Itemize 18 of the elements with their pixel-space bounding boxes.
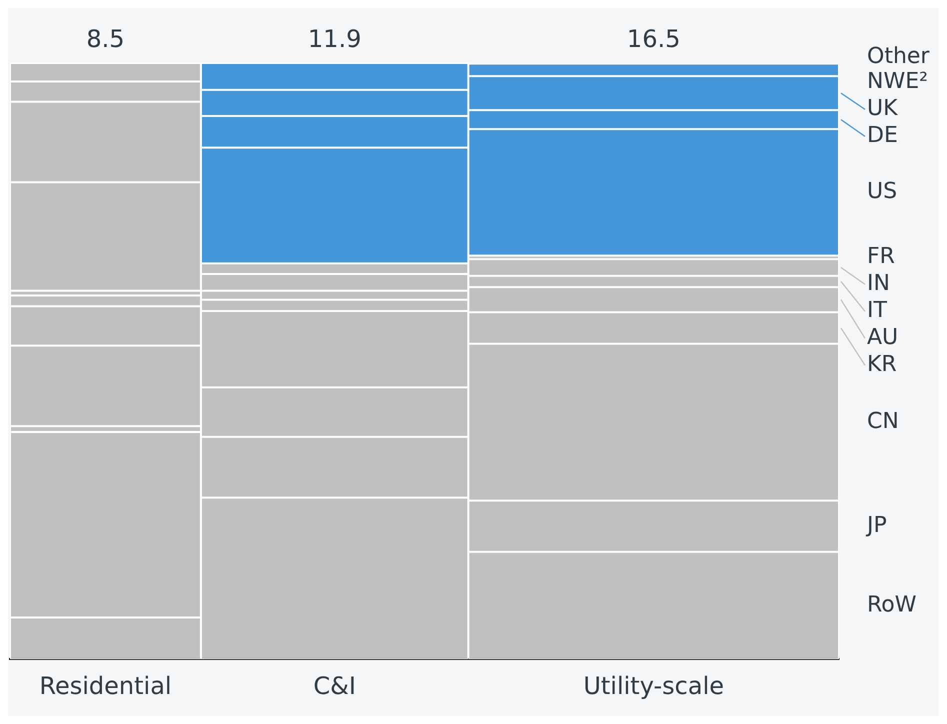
series-label: US <box>867 179 898 204</box>
legend-label: IT <box>867 298 888 324</box>
x-tick-label: Utility-scale <box>583 672 724 700</box>
series-label: KR <box>867 352 897 378</box>
series-label: CN <box>867 408 899 434</box>
legend-label: DE <box>867 123 898 148</box>
text: 11.9 <box>308 25 362 54</box>
legend-label: UK <box>867 96 898 122</box>
series-label: Other NWE² <box>867 44 930 94</box>
legend-label: IN <box>867 271 890 296</box>
series-label: RoW <box>867 592 917 618</box>
series-label: JP <box>865 512 887 538</box>
x-tick-label: Residential <box>39 672 172 700</box>
text: 8.5 <box>86 25 125 54</box>
series-label: FR <box>867 244 895 270</box>
x-tick-label: C&I <box>313 672 356 700</box>
series-label: AU <box>867 325 898 350</box>
text: 16.5 <box>626 25 680 54</box>
